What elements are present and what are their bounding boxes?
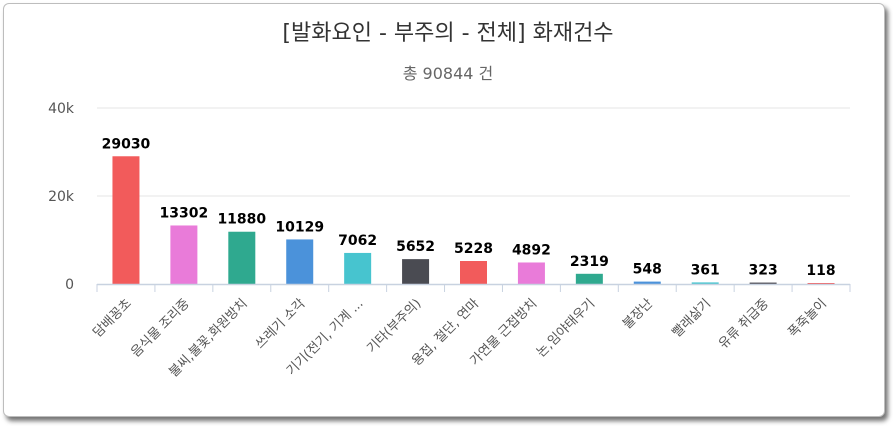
bar[interactable] bbox=[286, 239, 314, 284]
data-labels: 29030 13302 11880 10129 7062 5652 5228 4892 2319… bbox=[100, 135, 837, 281]
data-label: 10129 bbox=[275, 219, 324, 235]
bar[interactable] bbox=[460, 260, 487, 284]
data-label: 118 bbox=[806, 263, 835, 279]
x-tick-label: 유류 취급중 bbox=[716, 296, 772, 352]
data-label: 361 bbox=[691, 262, 720, 278]
bar[interactable] bbox=[402, 259, 430, 284]
x-tick-label: 쓰레기 소각 bbox=[253, 296, 309, 352]
bar[interactable] bbox=[749, 282, 777, 284]
data-label: 323 bbox=[748, 263, 777, 279]
bar[interactable] bbox=[344, 252, 372, 284]
bar[interactable] bbox=[575, 273, 603, 284]
y-tick-label: 0 bbox=[65, 277, 74, 293]
data-label: 11880 bbox=[217, 212, 266, 228]
x-tick-label: 담배꽁초 bbox=[90, 296, 134, 340]
x-axis bbox=[96, 283, 851, 292]
data-label: 7062 bbox=[338, 233, 377, 249]
data-label: 29030 bbox=[102, 136, 151, 152]
x-tick-label: 불장난 bbox=[620, 296, 656, 332]
bar[interactable] bbox=[807, 283, 835, 284]
x-tick-label: 음식물 조리중 bbox=[128, 296, 192, 360]
data-label: 5228 bbox=[454, 241, 493, 257]
data-label: 5652 bbox=[396, 239, 435, 255]
x-tick-label: 폭죽놀이 bbox=[785, 296, 829, 340]
data-label: 2319 bbox=[570, 254, 609, 270]
bar[interactable] bbox=[112, 156, 140, 284]
data-label: 548 bbox=[633, 262, 662, 278]
bar[interactable] bbox=[517, 262, 545, 284]
x-tick-label: 빨래삶기 bbox=[670, 296, 714, 340]
chart-subtitle: 총 90844 건 bbox=[403, 64, 494, 83]
bar[interactable] bbox=[170, 225, 198, 284]
data-label: 4892 bbox=[512, 242, 551, 258]
bar[interactable] bbox=[228, 231, 256, 284]
y-tick-label: 40k bbox=[48, 101, 75, 117]
data-label: 13302 bbox=[160, 205, 209, 221]
chart-frame bbox=[3, 3, 885, 417]
x-tick-label: 기타(부주의) bbox=[364, 296, 424, 356]
chart-title: [발화요인 - 부주의 - 전체] 화재건수 bbox=[282, 21, 613, 46]
y-axis-ticks: 0 20k 40k bbox=[48, 101, 75, 293]
x-tick-label: 논,임야태우기 bbox=[534, 296, 598, 360]
bar[interactable] bbox=[691, 282, 719, 284]
bar[interactable] bbox=[633, 281, 661, 284]
gridlines bbox=[97, 107, 850, 197]
bars bbox=[112, 156, 835, 284]
y-tick-label: 20k bbox=[48, 189, 75, 205]
